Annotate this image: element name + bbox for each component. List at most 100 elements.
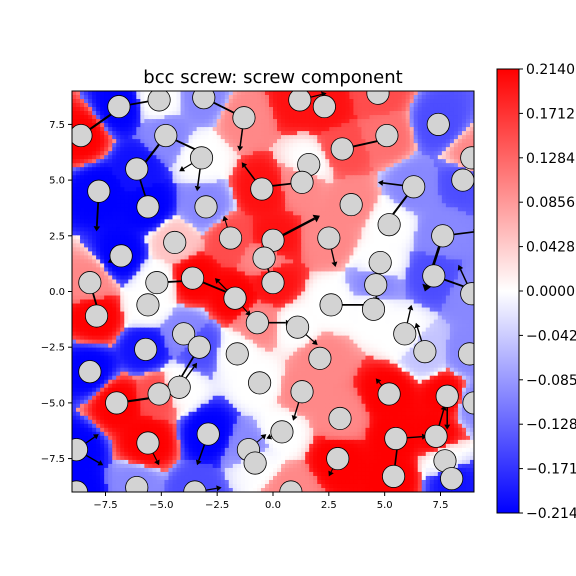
heat-cell — [96, 135, 101, 140]
heat-cell — [180, 163, 186, 168]
heat-cell — [357, 135, 363, 140]
heat-cell — [445, 215, 451, 220]
heat-cell — [88, 263, 93, 269]
heat-cell — [96, 103, 101, 108]
heat-cell — [325, 175, 330, 180]
heat-cell — [365, 207, 371, 212]
heat-cell — [405, 91, 411, 96]
heat-cell — [433, 259, 439, 265]
heat-cell — [252, 239, 258, 244]
heat-cell — [465, 235, 471, 240]
heat-cell — [369, 107, 375, 112]
heat-cell — [72, 147, 77, 152]
heat-cell — [244, 211, 250, 216]
heat-cell — [321, 187, 326, 192]
heat-cell — [361, 195, 367, 200]
heat-cell — [232, 179, 238, 184]
heat-cell — [301, 247, 306, 252]
heat-cell — [208, 255, 214, 261]
heat-cell — [309, 239, 314, 244]
heat-cell — [212, 247, 218, 252]
heat-cell — [144, 111, 149, 116]
heat-cell — [365, 271, 371, 277]
heat-cell — [232, 267, 238, 273]
heat-cell — [164, 187, 170, 192]
heat-cell — [208, 175, 214, 180]
heat-cell — [457, 147, 463, 152]
heat-cell — [224, 259, 230, 265]
heat-cell — [437, 251, 443, 257]
heat-cell — [80, 227, 85, 232]
heat-cell — [305, 259, 310, 265]
heat-cell — [244, 187, 250, 192]
heat-cell — [164, 215, 170, 220]
heat-cell — [461, 135, 467, 140]
heat-cell — [421, 219, 427, 224]
heat-cell — [385, 163, 391, 168]
heat-cell — [232, 223, 238, 228]
heat-cell — [184, 95, 190, 100]
heat-cell — [469, 127, 474, 132]
heat-cell — [309, 135, 314, 140]
heat-cell — [341, 123, 346, 128]
heat-cell — [144, 251, 149, 257]
heat-cell — [325, 223, 330, 228]
heat-cell — [289, 287, 294, 293]
heat-cell — [461, 235, 467, 240]
heat-cell — [301, 231, 306, 236]
heat-cell — [449, 283, 455, 289]
heat-cell — [256, 127, 262, 132]
heat-cell — [136, 183, 141, 188]
heat-cell — [273, 135, 278, 140]
heat-cell — [389, 163, 395, 168]
heat-cell — [248, 259, 254, 265]
heat-cell — [309, 219, 314, 224]
heat-cell — [152, 235, 158, 240]
heat-cell — [244, 163, 250, 168]
heat-cell — [345, 103, 350, 108]
heat-cell — [293, 131, 298, 136]
heat-cell — [208, 139, 214, 144]
heat-cell — [136, 279, 141, 285]
heat-cell — [252, 95, 258, 100]
heat-cell — [268, 95, 274, 100]
heat-cell — [76, 255, 81, 261]
heat-cell — [84, 107, 89, 112]
heat-cell — [104, 159, 109, 164]
heat-cell — [389, 111, 395, 116]
heat-cell — [413, 235, 419, 240]
heat-cell — [361, 251, 367, 257]
heat-cell — [353, 171, 359, 176]
heat-cell — [84, 187, 89, 192]
heat-cell — [453, 95, 459, 100]
heat-cell — [313, 139, 318, 144]
heat-cell — [281, 103, 286, 108]
heat-cell — [417, 227, 423, 232]
heat-cell — [357, 243, 363, 248]
heat-cell — [321, 267, 326, 273]
heat-cell — [317, 187, 322, 192]
heat-cell — [321, 175, 326, 180]
heat-cell — [345, 219, 350, 224]
heat-cell — [393, 183, 399, 188]
heat-cell — [377, 211, 383, 216]
heat-cell — [248, 143, 254, 148]
heat-cell — [100, 139, 105, 144]
heat-cell — [180, 191, 186, 196]
heat-cell — [100, 111, 105, 116]
heat-cell — [176, 147, 182, 152]
heat-cell — [108, 227, 113, 232]
heat-cell — [465, 255, 471, 261]
heat-cell — [132, 135, 137, 140]
heat-cell — [208, 251, 214, 257]
heat-cell — [136, 255, 141, 261]
heat-cell — [361, 283, 367, 289]
heat-cell — [188, 163, 194, 168]
heat-cell — [116, 143, 121, 148]
heat-cell — [393, 267, 399, 273]
heat-cell — [385, 111, 391, 116]
heat-cell — [136, 227, 141, 232]
heat-cell — [128, 195, 133, 200]
heat-cell — [349, 163, 354, 168]
heat-cell — [449, 123, 455, 128]
